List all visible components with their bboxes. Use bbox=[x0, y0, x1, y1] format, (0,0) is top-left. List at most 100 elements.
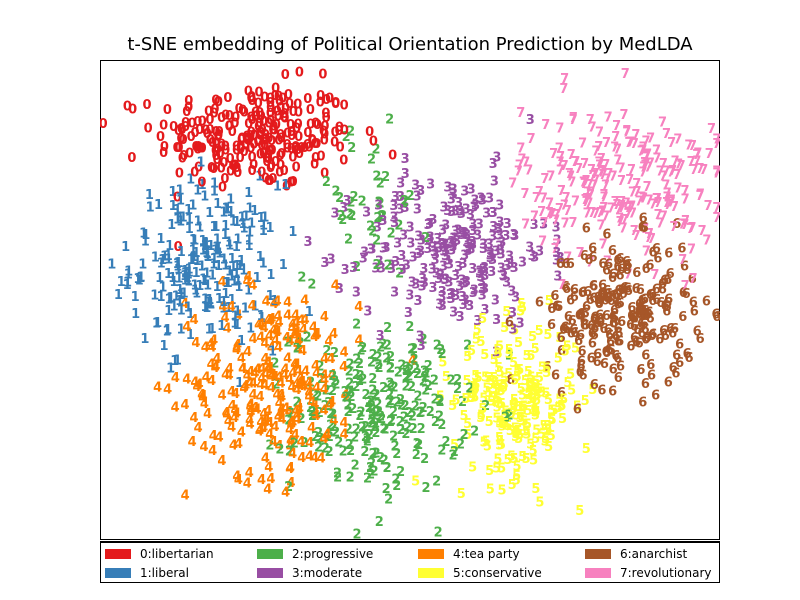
scatter-point: 4 bbox=[232, 343, 241, 358]
scatter-point: 3 bbox=[360, 246, 369, 261]
scatter-point: 6 bbox=[614, 371, 623, 386]
scatter-point: 1 bbox=[162, 325, 171, 340]
scatter-point: 0 bbox=[236, 151, 245, 166]
scatter-point: 7 bbox=[628, 206, 637, 221]
scatter-point: 5 bbox=[547, 404, 556, 419]
scatter-point: 3 bbox=[437, 290, 446, 305]
scatter-point: 2 bbox=[422, 367, 431, 382]
scatter-point: 4 bbox=[227, 300, 236, 315]
scatter-point: 5 bbox=[411, 474, 420, 489]
scatter-point: 4 bbox=[259, 421, 268, 436]
scatter-point: 2 bbox=[421, 370, 430, 385]
scatter-point: 5 bbox=[510, 373, 519, 388]
scatter-point: 4 bbox=[267, 381, 276, 396]
scatter-point: 5 bbox=[494, 378, 503, 393]
scatter-point: 3 bbox=[465, 299, 474, 314]
scatter-point: 5 bbox=[482, 381, 491, 396]
scatter-point: 3 bbox=[390, 286, 399, 301]
scatter-point: 7 bbox=[600, 191, 609, 206]
scatter-point: 4 bbox=[299, 323, 308, 338]
scatter-point: 6 bbox=[616, 297, 625, 312]
scatter-point: 2 bbox=[341, 385, 350, 400]
scatter-point: 0 bbox=[248, 113, 257, 128]
scatter-point: 7 bbox=[601, 210, 610, 225]
scatter-point: 7 bbox=[656, 164, 665, 179]
scatter-point: 3 bbox=[438, 237, 447, 252]
scatter-point: 6 bbox=[602, 228, 611, 243]
scatter-point: 4 bbox=[230, 403, 239, 418]
scatter-point: 7 bbox=[562, 191, 571, 206]
scatter-point: 0 bbox=[244, 117, 253, 132]
scatter-point: 2 bbox=[322, 344, 331, 359]
scatter-point: 4 bbox=[199, 440, 208, 455]
scatter-point: 0 bbox=[272, 118, 281, 133]
scatter-point: 3 bbox=[455, 280, 464, 295]
scatter-point: 4 bbox=[294, 364, 303, 379]
scatter-point: 4 bbox=[288, 366, 297, 381]
scatter-point: 5 bbox=[497, 484, 506, 499]
scatter-point: 7 bbox=[520, 187, 529, 202]
scatter-point: 2 bbox=[403, 421, 412, 436]
scatter-point: 2 bbox=[376, 410, 385, 425]
scatter-point: 3 bbox=[327, 253, 336, 268]
scatter-point: 4 bbox=[285, 373, 294, 388]
scatter-point: 5 bbox=[497, 462, 506, 477]
scatter-point: 0 bbox=[331, 96, 340, 111]
scatter-point: 2 bbox=[361, 388, 370, 403]
scatter-point: 7 bbox=[552, 237, 561, 252]
scatter-point: 7 bbox=[588, 206, 597, 221]
scatter-point: 6 bbox=[612, 329, 621, 344]
scatter-point: 1 bbox=[232, 259, 241, 274]
scatter-point: 4 bbox=[181, 488, 190, 503]
scatter-point: 2 bbox=[386, 394, 395, 409]
scatter-point: 4 bbox=[283, 352, 292, 367]
scatter-point: 5 bbox=[563, 376, 572, 391]
scatter-point: 2 bbox=[346, 125, 355, 140]
scatter-point: 6 bbox=[627, 301, 636, 316]
scatter-point: 2 bbox=[315, 360, 324, 375]
scatter-point: 2 bbox=[333, 471, 342, 486]
scatter-point: 1 bbox=[190, 278, 199, 293]
scatter-point: 7 bbox=[684, 139, 693, 154]
scatter-point: 1 bbox=[184, 300, 193, 315]
scatter-point: 0 bbox=[259, 146, 268, 161]
scatter-point: 5 bbox=[498, 417, 507, 432]
scatter-point: 6 bbox=[577, 345, 586, 360]
scatter-point: 4 bbox=[225, 362, 234, 377]
scatter-point: 2 bbox=[265, 438, 274, 453]
scatter-point: 6 bbox=[576, 366, 585, 381]
scatter-point: 2 bbox=[315, 406, 324, 421]
scatter-point: 4 bbox=[310, 330, 319, 345]
scatter-point: 4 bbox=[223, 322, 232, 337]
scatter-point: 0 bbox=[261, 132, 270, 147]
scatter-point: 7 bbox=[609, 170, 618, 185]
scatter-point: 7 bbox=[560, 72, 569, 87]
scatter-point: 7 bbox=[663, 190, 672, 205]
scatter-point: 5 bbox=[563, 339, 572, 354]
scatter-point: 0 bbox=[247, 111, 256, 126]
scatter-point: 4 bbox=[264, 362, 273, 377]
scatter-point: 4 bbox=[317, 452, 326, 467]
scatter-point: 7 bbox=[673, 182, 682, 197]
scatter-point: 1 bbox=[219, 206, 228, 221]
scatter-point: 3 bbox=[391, 190, 400, 205]
scatter-point: 4 bbox=[230, 411, 239, 426]
scatter-point: 3 bbox=[479, 242, 488, 257]
scatter-point: 0 bbox=[281, 102, 290, 117]
scatter-point: 1 bbox=[153, 316, 162, 331]
scatter-point: 1 bbox=[173, 257, 182, 272]
scatter-point: 3 bbox=[475, 217, 484, 232]
scatter-point: 0 bbox=[265, 174, 274, 189]
scatter-point: 1 bbox=[192, 266, 201, 281]
scatter-point: 6 bbox=[658, 283, 667, 298]
scatter-point: 0 bbox=[340, 124, 349, 139]
scatter-point: 4 bbox=[292, 325, 301, 340]
scatter-point: 5 bbox=[554, 401, 563, 416]
scatter-point: 3 bbox=[440, 238, 449, 253]
scatter-point: 1 bbox=[266, 268, 275, 283]
scatter-point: 0 bbox=[331, 97, 340, 112]
scatter-point: 1 bbox=[212, 240, 221, 255]
scatter-point: 6 bbox=[664, 375, 673, 390]
scatter-point: 5 bbox=[495, 414, 504, 429]
scatter-point: 6 bbox=[562, 322, 571, 337]
